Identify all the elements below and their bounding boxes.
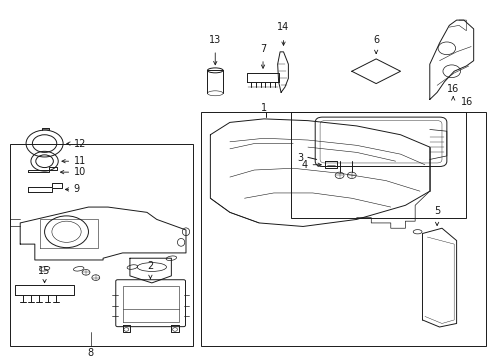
Text: 10: 10 [74,167,86,177]
Text: 14: 14 [277,22,289,32]
Text: 16: 16 [460,97,472,107]
Text: 3: 3 [296,153,303,163]
Text: 1: 1 [261,103,266,113]
Text: 16: 16 [446,84,458,94]
Text: 11: 11 [74,156,86,166]
Bar [290,112,466,218]
Text: 7: 7 [260,44,265,54]
Text: 6: 6 [372,35,378,45]
Text: 2: 2 [147,261,153,271]
Text: 5: 5 [433,206,439,216]
Text: 15: 15 [39,266,51,276]
Bar [10,144,193,346]
Text: 12: 12 [74,139,86,149]
Text: 9: 9 [74,184,80,194]
Text: 8: 8 [88,348,94,358]
Text: 4: 4 [301,160,307,170]
Text: 13: 13 [209,35,221,45]
Bar [200,112,485,346]
